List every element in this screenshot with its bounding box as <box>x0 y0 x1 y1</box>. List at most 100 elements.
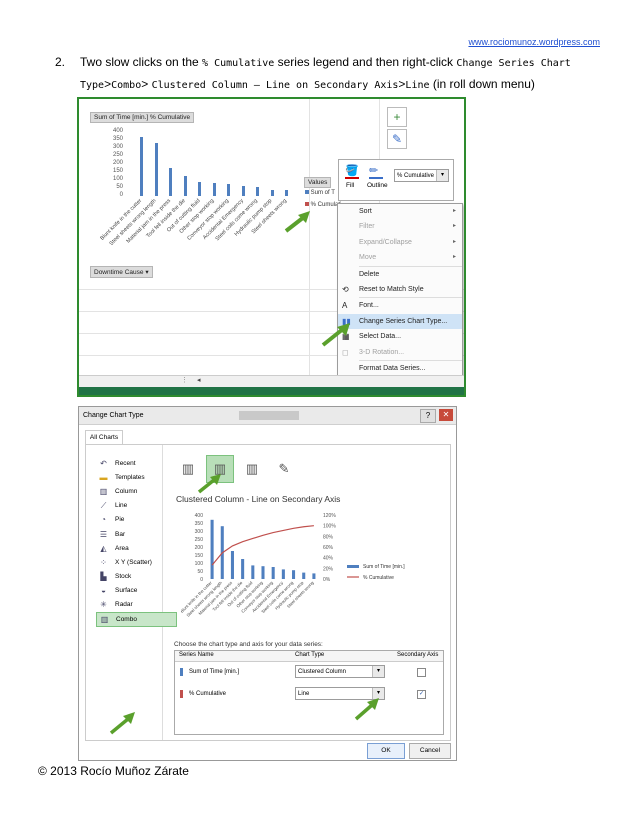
chart-type-item[interactable]: ◔ Pie <box>96 513 175 526</box>
chart-type-label: Area <box>115 544 129 552</box>
series-prompt: Choose the chart type and axis for your … <box>174 641 323 648</box>
values-pill[interactable]: Values <box>304 177 332 188</box>
legend-swatch <box>305 202 309 206</box>
right-tick-label: 20% <box>323 566 334 572</box>
submenu-arrow-icon: ▸ <box>452 254 456 261</box>
help-button[interactable]: ? <box>420 409 436 423</box>
chart-type-item[interactable]: ⁘ X Y (Scatter) <box>96 556 175 569</box>
menu-item-icon: ◻ <box>342 347 349 357</box>
code-clustered: Clustered Column – Line on Secondary Axi… <box>151 80 399 91</box>
preview-bar <box>292 570 296 579</box>
bar[interactable] <box>241 186 245 196</box>
bar[interactable] <box>212 183 216 196</box>
legend-sum[interactable]: Sum of T <box>305 190 335 196</box>
chart-type-item[interactable]: ▥ Combo <box>96 612 177 628</box>
menu-item[interactable]: Sort ▸ <box>338 204 462 219</box>
chart-type-icon: ▥ <box>100 615 109 625</box>
axis-field-pill[interactable]: Downtime Cause ▾ <box>90 266 153 278</box>
change-chart-type-dialog: Change Chart Type ? ✕ All Charts ↶ Recent… <box>78 406 457 761</box>
legend-sum-label: Sum of T <box>310 190 335 196</box>
scroll-dots-icon: ⋮ <box>181 377 188 384</box>
step-text: Two slow clicks on the % Cumulative seri… <box>80 52 615 96</box>
menu-item-label: Change Series Chart Type... <box>359 317 448 325</box>
chart-type-select-cumulative[interactable]: Line ▾ <box>295 687 385 700</box>
menu-item[interactable]: Expand/Collapse ▸ <box>338 235 462 250</box>
menu-separator <box>359 297 462 299</box>
horizontal-scrollbar[interactable]: ⋮ ◂ <box>79 375 464 388</box>
bar[interactable] <box>256 187 259 196</box>
chart-type-label: Recent <box>115 460 136 467</box>
left-tick-label: 300 <box>195 529 204 535</box>
menu-item[interactable]: Format Data Series... <box>338 361 462 376</box>
mini-toolbar: 🪣 Fill ✏ Outline % Cumulative ▾ <box>338 159 454 201</box>
menu-item[interactable]: A Font... <box>338 298 462 313</box>
chart-type-item[interactable]: ▬ Templates <box>96 471 175 484</box>
chart-type-item[interactable]: ✳ Radar <box>96 598 175 611</box>
ok-button[interactable]: OK <box>367 743 405 759</box>
bar[interactable] <box>227 184 230 196</box>
bar[interactable] <box>285 190 288 196</box>
menu-item[interactable]: Delete <box>338 267 462 282</box>
axis-field-label: Downtime Cause <box>94 269 144 276</box>
menu-item[interactable]: Move ▸ <box>338 250 462 265</box>
preview-bar <box>241 559 245 579</box>
chart-type-label: Stock <box>115 572 132 580</box>
combo-subtype-1[interactable]: ▥ <box>174 455 202 483</box>
chart-type-item[interactable]: ▙ Stock <box>96 570 175 583</box>
menu-item[interactable]: ▦ Select Data... <box>338 329 462 344</box>
combo-subtype-3[interactable]: ▥ <box>238 455 266 483</box>
green-arrow-icon <box>284 211 310 233</box>
y-tick-label: 50 <box>116 184 123 190</box>
menu-item-label: Select Data... <box>359 333 402 341</box>
y-tick-label: 150 <box>112 168 123 174</box>
menu-item-label: Move <box>359 254 377 262</box>
menu-item[interactable]: Filter ▸ <box>338 219 462 234</box>
secondary-axis-checkbox-sum[interactable] <box>417 668 426 677</box>
bar[interactable] <box>270 189 274 196</box>
y-tick-label: 0 <box>119 192 123 198</box>
chart-type-label: Surface <box>115 586 138 594</box>
menu-item-label: Expand/Collapse <box>359 238 412 246</box>
col-secondary-axis: Secondary Axis <box>397 652 439 658</box>
chart-styles-button[interactable]: ✎ <box>387 129 407 149</box>
close-button[interactable]: ✕ <box>439 409 453 421</box>
chevron-down-icon: ▾ <box>372 688 384 699</box>
bar[interactable] <box>183 176 187 196</box>
bar[interactable] <box>140 136 143 196</box>
legend-cumulative[interactable]: % Cumulati <box>305 202 341 208</box>
chart-type-item[interactable]: ◭ Area <box>96 542 175 555</box>
series-name-sum: Sum of Time [min.] <box>189 669 240 675</box>
chart-type-select-sum[interactable]: Clustered Column ▾ <box>295 665 385 678</box>
chart-type-icon: ◔ <box>101 515 106 525</box>
site-url[interactable]: www.rociomunoz.wordpress.com <box>468 37 600 47</box>
bar[interactable] <box>169 168 172 196</box>
series-select[interactable]: % Cumulative ▾ <box>394 169 449 182</box>
menu-item[interactable]: ⟲ Reset to Match Style <box>338 282 462 297</box>
menu-item-icon: ▮▮ <box>342 316 351 326</box>
cancel-button[interactable]: Cancel <box>409 743 451 759</box>
outline-pen-icon[interactable]: ✏ <box>369 165 379 177</box>
chart-type-item[interactable]: ◒ Surface <box>96 584 175 597</box>
chart-type-item[interactable]: ↶ Recent <box>96 457 175 470</box>
chart-type-item[interactable]: ☰ Bar <box>96 528 175 541</box>
bar[interactable] <box>198 182 201 196</box>
fill-bucket-icon[interactable]: 🪣 <box>345 165 359 177</box>
chart-type-item[interactable]: ⟋ Line <box>96 499 175 512</box>
tab-all-charts[interactable]: All Charts <box>85 430 123 445</box>
chart-type-item[interactable]: ▥ Column <box>96 485 175 498</box>
chart-elements-button[interactable]: + <box>387 107 407 127</box>
field-pill[interactable]: Sum of Time [min.] % Cumulative <box>90 112 195 123</box>
secondary-axis-checkbox-cumulative[interactable]: ✓ <box>417 690 426 699</box>
menu-item[interactable]: ◻ 3-D Rotation... <box>338 345 462 360</box>
chart-type-label: Radar <box>115 601 133 608</box>
menu-item[interactable]: ▮▮ Change Series Chart Type... <box>338 313 462 330</box>
bar[interactable] <box>154 143 158 196</box>
preview-title: Clustered Column - Line on Secondary Axi… <box>176 494 341 504</box>
help-icon: ? <box>425 411 431 420</box>
preview-bar <box>230 551 234 579</box>
scroll-left-icon[interactable]: ◂ <box>197 377 201 384</box>
preview-bar <box>281 569 285 579</box>
combo-subtype-2[interactable]: ▥ <box>206 455 234 483</box>
preview-legend-cumulative: % Cumulative <box>363 575 394 581</box>
combo-subtype-custom[interactable]: ✎ <box>270 455 298 483</box>
